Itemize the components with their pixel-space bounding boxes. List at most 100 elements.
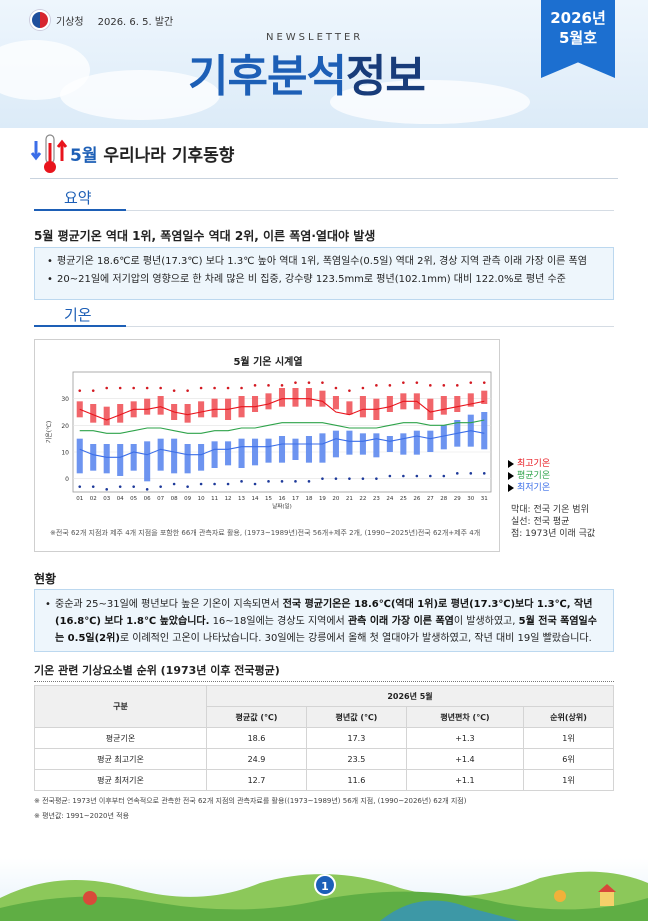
- record-point: [240, 386, 243, 390]
- record-point: [388, 384, 392, 387]
- status-text: 16~18일에는 경상도 지역에서: [209, 616, 348, 627]
- record-point: [280, 480, 284, 483]
- legend-item-max: 최고기온: [508, 458, 550, 470]
- status-paragraph: 중순과 25~31일에 평년보다 높은 기온이 지속되면서 전국 평균기온은 1…: [45, 596, 603, 647]
- record-point: [294, 381, 297, 384]
- title-part1: 기후분석: [188, 51, 347, 102]
- col-header: 순위(상위): [523, 706, 614, 728]
- chart-legend-notes: 막대: 전국 기온 범위 실선: 전국 평균 점: 1973년 이래 극값: [508, 504, 595, 540]
- record-point: [442, 474, 446, 478]
- record-point: [442, 384, 446, 387]
- summary-box: 평균기온 18.6℃로 평년(17.3℃) 보다 1.3℃ 높아 역대 1위, …: [34, 247, 614, 300]
- cell-rank: 6위: [523, 748, 614, 770]
- record-point: [172, 389, 176, 392]
- cell-normal: 17.3: [305, 727, 407, 749]
- record-point: [132, 386, 135, 390]
- agency-block: 기상청 2026. 6. 5. 발간: [30, 10, 173, 30]
- x-tick-label: 07: [157, 496, 164, 502]
- record-point: [145, 386, 149, 390]
- issue-badge: 2026년 5월호: [541, 0, 615, 78]
- chart-bar: [90, 444, 97, 471]
- legend-marker-icon: [508, 472, 514, 480]
- chart-bar: [359, 433, 366, 455]
- record-point: [307, 381, 311, 384]
- chart-bar: [117, 404, 124, 423]
- x-tick-label: 10: [198, 496, 205, 502]
- record-point: [186, 389, 189, 392]
- record-point: [186, 485, 189, 488]
- x-axis-label: 날짜(일): [272, 502, 291, 510]
- legend-label: 평균기온: [517, 471, 551, 481]
- x-tick-label: 09: [184, 496, 191, 502]
- legend-marker-icon: [508, 484, 514, 492]
- legend-label: 최고기온: [517, 459, 551, 469]
- chart-bar: [251, 396, 259, 412]
- x-tick-label: 27: [427, 496, 434, 502]
- chart-bar: [292, 438, 299, 460]
- chart-bar: [90, 404, 97, 423]
- series-line: [79, 430, 485, 458]
- status-heading: 현황: [34, 572, 57, 586]
- rank-table: 구분 2026년 5월 평균값 (℃) 평년값 (℃) 평년편차 (℃) 순위(…: [34, 685, 614, 791]
- cell-rank: 1위: [523, 727, 614, 749]
- newsletter-title: 기후분석정보: [188, 40, 426, 104]
- chart-bar: [278, 388, 286, 407]
- y-axis-label: 기온(℃): [45, 421, 53, 443]
- y-tick-label: 0: [65, 476, 69, 483]
- record-point: [105, 488, 109, 491]
- x-tick-label: 15: [265, 496, 272, 502]
- cell-rank: 1위: [523, 769, 614, 791]
- record-point: [455, 384, 459, 387]
- table-row: 평균기온 18.6 17.3 +1.3 1위: [34, 727, 614, 749]
- record-point: [482, 472, 486, 475]
- temperature-heading: 기온: [64, 306, 92, 324]
- col-group-header: 구분: [34, 685, 207, 728]
- record-point: [348, 477, 351, 480]
- status-text: 이 발생하였고,: [453, 616, 519, 627]
- chart-bar: [157, 396, 164, 415]
- record-point: [78, 485, 82, 488]
- chart-bar: [76, 438, 83, 474]
- x-tick-label: 31: [481, 496, 488, 502]
- record-point: [105, 386, 109, 390]
- table-row: 평균 최저기온 12.7 11.6 +1.1 1위: [34, 769, 614, 791]
- x-tick-label: 25: [400, 496, 407, 502]
- chart-bar: [117, 444, 124, 476]
- x-tick-label: 19: [319, 496, 326, 502]
- summary-bullet: 20~21일에 저기압의 영향으로 한 차례 많은 비 집중, 강수량 123.…: [45, 271, 603, 289]
- record-point: [321, 381, 324, 384]
- chart-bar: [386, 436, 393, 452]
- legend-label: 최저기온: [517, 483, 551, 493]
- col-header: 평균값 (℃): [206, 706, 307, 728]
- section-divider: [30, 178, 618, 179]
- record-point: [91, 389, 95, 392]
- chart-bar: [440, 396, 447, 415]
- x-tick-label: 05: [130, 496, 137, 502]
- status-text: 중순과 25~31일에 평년보다 높은 기온이 지속되면서: [55, 599, 283, 610]
- x-tick-label: 03: [103, 496, 110, 502]
- rank-table-title: 기온 관련 기상요소별 순위 (1973년 이후 전국평균): [34, 664, 280, 677]
- thermometer-icon: [30, 131, 70, 175]
- legend-note-line: 실선: 전국 평균: [508, 516, 595, 528]
- summary-heading-rule: [126, 210, 614, 211]
- chart-bar: [251, 438, 259, 466]
- title-part2: 정보: [345, 51, 426, 102]
- chart-bar: [265, 438, 272, 463]
- status-emphasis: 관측 이래 가장 이른 폭염: [347, 616, 454, 627]
- cell-dev: +1.1: [405, 769, 525, 791]
- record-point: [402, 381, 405, 384]
- cell-normal: 11.6: [305, 769, 407, 791]
- legend-note-point: 점: 1973년 이래 극값: [508, 528, 595, 540]
- chart-bar: [481, 390, 488, 404]
- temperature-heading-rule: [126, 326, 614, 327]
- chart-bar: [332, 430, 339, 458]
- table-row: 평균 최고기온 24.9 23.5 +1.4 6위: [34, 748, 614, 770]
- legend-note-bar: 막대: 전국 기온 범위: [508, 504, 595, 516]
- legend-marker-icon: [508, 460, 514, 468]
- record-point: [199, 386, 203, 390]
- table-footnote: ※ 평년값: 1991~2020년 적용: [34, 812, 130, 820]
- cell-avg: 12.7: [206, 769, 307, 791]
- chart-bar: [454, 396, 461, 412]
- x-tick-label: 04: [117, 496, 124, 502]
- issue-month: 5월호: [558, 29, 598, 47]
